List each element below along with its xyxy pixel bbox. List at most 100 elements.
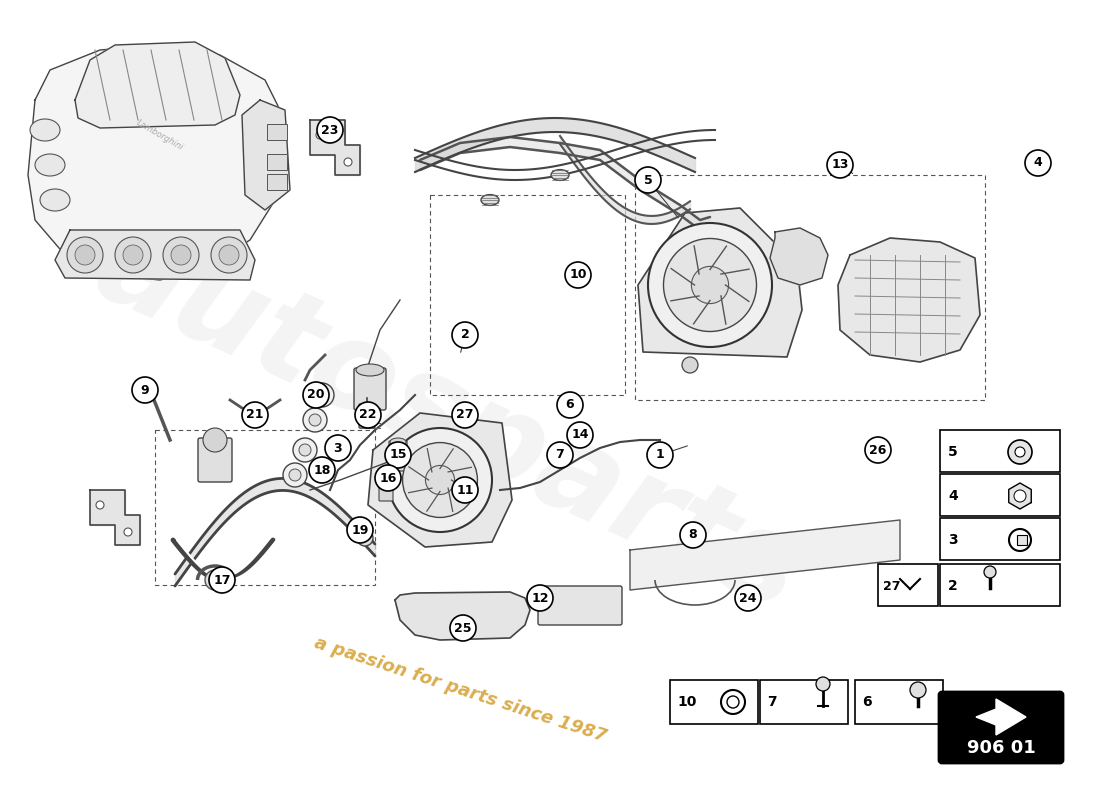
Circle shape: [557, 392, 583, 418]
Circle shape: [293, 438, 317, 462]
Text: 1: 1: [656, 449, 664, 462]
Polygon shape: [55, 230, 255, 280]
Circle shape: [682, 357, 698, 373]
Circle shape: [209, 567, 235, 593]
Text: a passion for parts since 1987: a passion for parts since 1987: [311, 634, 608, 746]
FancyBboxPatch shape: [855, 680, 943, 724]
Text: 15: 15: [389, 449, 407, 462]
Circle shape: [132, 377, 158, 403]
Circle shape: [375, 465, 402, 491]
Circle shape: [283, 463, 307, 487]
Text: 17: 17: [213, 574, 231, 586]
Polygon shape: [75, 42, 240, 128]
Circle shape: [1008, 440, 1032, 464]
Circle shape: [170, 245, 191, 265]
FancyBboxPatch shape: [359, 404, 375, 428]
Text: 23: 23: [321, 123, 339, 137]
Circle shape: [647, 442, 673, 468]
Polygon shape: [838, 238, 980, 362]
Circle shape: [635, 167, 661, 193]
Polygon shape: [242, 100, 290, 210]
Circle shape: [211, 237, 248, 273]
Text: Lamborghini: Lamborghini: [135, 118, 185, 152]
Text: 13: 13: [832, 158, 849, 171]
Text: 3: 3: [333, 442, 342, 454]
Text: 2: 2: [461, 329, 470, 342]
Circle shape: [316, 389, 328, 401]
FancyBboxPatch shape: [267, 124, 287, 140]
Text: 4: 4: [948, 489, 958, 503]
Circle shape: [1025, 150, 1050, 176]
Text: 19: 19: [351, 523, 369, 537]
Circle shape: [355, 402, 381, 428]
FancyBboxPatch shape: [1018, 535, 1027, 545]
Text: 20: 20: [307, 389, 324, 402]
Circle shape: [310, 383, 334, 407]
Circle shape: [827, 152, 853, 178]
Circle shape: [299, 444, 311, 456]
Text: 11: 11: [456, 483, 474, 497]
Text: 26: 26: [869, 443, 887, 457]
Circle shape: [346, 517, 373, 543]
FancyBboxPatch shape: [940, 564, 1060, 606]
Circle shape: [388, 428, 492, 532]
Text: 7: 7: [767, 695, 777, 709]
Circle shape: [67, 237, 103, 273]
Circle shape: [735, 585, 761, 611]
Circle shape: [311, 465, 324, 479]
Circle shape: [910, 682, 926, 698]
Circle shape: [123, 245, 143, 265]
Circle shape: [75, 245, 95, 265]
Circle shape: [302, 408, 327, 432]
FancyBboxPatch shape: [538, 586, 621, 625]
Text: 6: 6: [565, 398, 574, 411]
Circle shape: [242, 402, 268, 428]
Polygon shape: [638, 208, 802, 357]
FancyBboxPatch shape: [940, 430, 1060, 472]
Polygon shape: [90, 490, 140, 545]
Ellipse shape: [481, 194, 499, 206]
Text: 12: 12: [531, 591, 549, 605]
Text: 18: 18: [314, 463, 331, 477]
Text: 27: 27: [883, 579, 901, 593]
Text: 5: 5: [948, 445, 958, 459]
Circle shape: [1015, 447, 1025, 457]
Text: 22: 22: [360, 409, 376, 422]
Ellipse shape: [551, 170, 569, 181]
Polygon shape: [1009, 483, 1032, 509]
Circle shape: [163, 237, 199, 273]
Circle shape: [452, 477, 478, 503]
Text: 906 01: 906 01: [967, 739, 1035, 757]
Text: 4: 4: [1034, 157, 1043, 170]
FancyBboxPatch shape: [878, 564, 938, 606]
Polygon shape: [28, 45, 285, 280]
Text: 7: 7: [556, 449, 564, 462]
Circle shape: [680, 522, 706, 548]
Text: 3: 3: [948, 533, 958, 547]
Circle shape: [403, 442, 477, 518]
Circle shape: [385, 442, 411, 468]
Text: 2: 2: [948, 579, 958, 593]
FancyBboxPatch shape: [379, 481, 393, 501]
FancyBboxPatch shape: [354, 368, 386, 410]
FancyBboxPatch shape: [198, 438, 232, 482]
Text: 24: 24: [739, 591, 757, 605]
FancyBboxPatch shape: [940, 474, 1060, 516]
Polygon shape: [368, 413, 512, 547]
Ellipse shape: [356, 364, 384, 376]
Circle shape: [358, 530, 373, 546]
Polygon shape: [630, 520, 900, 590]
Polygon shape: [770, 228, 828, 285]
Text: 14: 14: [571, 429, 588, 442]
Circle shape: [302, 382, 329, 408]
Circle shape: [692, 266, 728, 304]
Circle shape: [663, 238, 757, 331]
Text: 9: 9: [141, 383, 150, 397]
Circle shape: [816, 677, 831, 691]
Ellipse shape: [30, 119, 60, 141]
Circle shape: [450, 615, 476, 641]
Circle shape: [547, 442, 573, 468]
Ellipse shape: [40, 189, 70, 211]
Circle shape: [309, 414, 321, 426]
Circle shape: [204, 428, 227, 452]
